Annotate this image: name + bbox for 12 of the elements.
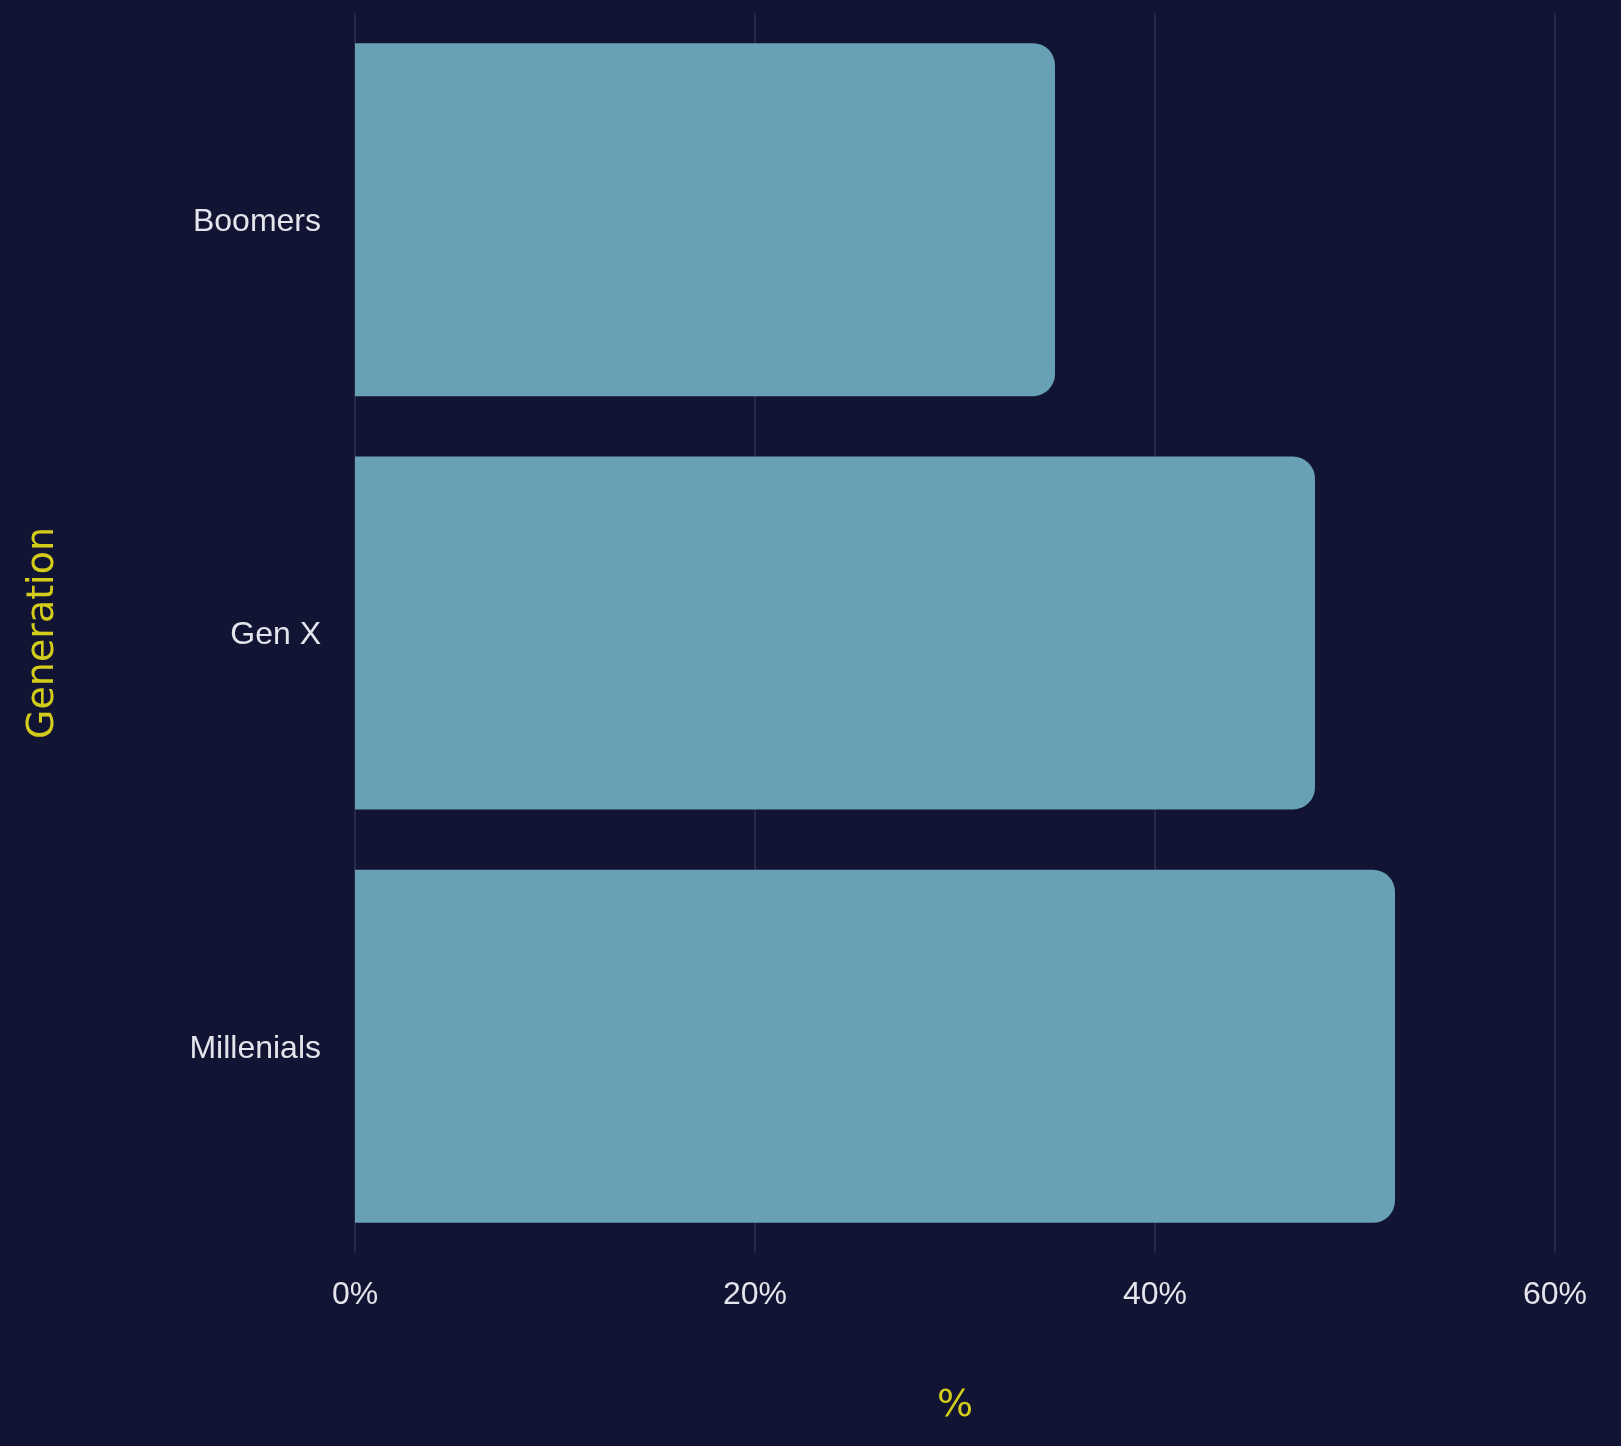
y-tick-label: Boomers bbox=[192, 202, 321, 239]
bar bbox=[355, 869, 1395, 1223]
x-tick-label: 60% bbox=[1522, 1274, 1588, 1311]
x-tick-label: 0% bbox=[331, 1274, 379, 1311]
bar bbox=[355, 43, 1055, 397]
bar bbox=[355, 456, 1315, 810]
y-tick-label: Gen X bbox=[230, 615, 321, 652]
y-axis-title: Generation bbox=[18, 527, 63, 739]
x-axis-title: % bbox=[936, 1381, 974, 1425]
x-tick-label: 40% bbox=[1122, 1274, 1188, 1311]
x-tick-label: 20% bbox=[722, 1274, 788, 1311]
y-tick-label: Millenials bbox=[189, 1028, 321, 1065]
